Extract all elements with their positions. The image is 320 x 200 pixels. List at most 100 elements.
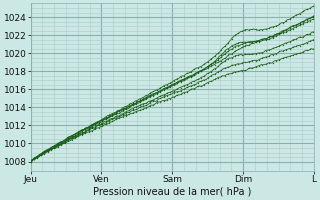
Point (45, 149, 50, 152)
Point (263, 63, 268, 66)
Point (205, 65, 210, 68)
Point (127, 111, 132, 114)
Point (103, 118, 108, 121)
Point (120, 108, 125, 111)
Point (229, 48, 234, 51)
Point (86, 129, 91, 132)
Point (137, 106, 142, 109)
Point (233, 45, 238, 48)
Point (38, 153, 44, 156)
Point (301, 50, 306, 53)
Point (107, 118, 112, 121)
Point (175, 82, 180, 85)
Point (291, 24, 296, 27)
Point (175, 94, 180, 97)
Point (202, 79, 207, 82)
Point (192, 74, 197, 77)
Point (69, 134, 74, 138)
Point (195, 66, 200, 69)
Point (120, 115, 125, 119)
Point (52, 146, 57, 150)
Point (212, 60, 217, 63)
Point (89, 125, 94, 128)
Point (83, 130, 88, 134)
Point (256, 64, 261, 67)
Point (151, 100, 156, 103)
Point (113, 112, 118, 115)
Point (147, 95, 152, 99)
Point (140, 102, 146, 106)
Point (93, 125, 98, 128)
Point (280, 49, 285, 53)
Point (212, 61, 217, 64)
Point (181, 78, 187, 81)
Point (267, 48, 272, 52)
Point (188, 74, 193, 77)
Point (168, 85, 173, 89)
Point (42, 151, 47, 154)
Point (28, 160, 33, 163)
Point (212, 63, 217, 66)
Point (171, 82, 176, 86)
Point (107, 114, 112, 117)
Point (62, 139, 67, 142)
Point (69, 137, 74, 140)
Point (301, 20, 306, 23)
Point (181, 84, 187, 87)
Point (250, 42, 255, 45)
Point (38, 154, 44, 157)
Point (212, 55, 217, 58)
Point (308, 19, 313, 22)
Point (256, 51, 261, 55)
Point (137, 101, 142, 104)
Point (144, 106, 149, 109)
Point (28, 160, 33, 163)
Point (76, 135, 81, 138)
Point (117, 109, 122, 113)
Point (294, 52, 299, 56)
Point (209, 63, 214, 66)
Point (134, 99, 139, 102)
Point (117, 109, 122, 112)
Point (151, 92, 156, 96)
Point (284, 56, 289, 59)
Point (86, 127, 91, 130)
Point (110, 117, 115, 120)
Point (66, 136, 71, 139)
Point (66, 136, 71, 139)
Point (35, 156, 40, 159)
Point (277, 33, 282, 36)
Point (144, 96, 149, 99)
Point (147, 95, 152, 98)
Point (134, 110, 139, 113)
Point (124, 107, 129, 110)
Point (38, 153, 44, 156)
Point (161, 88, 166, 92)
Point (202, 67, 207, 70)
Point (76, 130, 81, 133)
Point (62, 139, 67, 142)
Point (297, 52, 302, 55)
Point (83, 127, 88, 130)
Point (35, 155, 40, 158)
Point (76, 133, 81, 136)
Point (301, 22, 306, 25)
Point (219, 69, 224, 72)
Point (52, 145, 57, 148)
Point (284, 41, 289, 45)
Point (219, 62, 224, 65)
Point (72, 136, 77, 140)
Point (93, 123, 98, 126)
Point (188, 81, 193, 84)
Point (284, 48, 289, 51)
Point (260, 57, 265, 60)
Point (291, 27, 296, 30)
Point (113, 115, 118, 118)
Point (55, 142, 60, 145)
Point (205, 60, 210, 63)
Point (117, 114, 122, 117)
Point (212, 78, 217, 81)
Point (55, 144, 60, 147)
Point (246, 40, 251, 44)
Point (171, 91, 176, 94)
